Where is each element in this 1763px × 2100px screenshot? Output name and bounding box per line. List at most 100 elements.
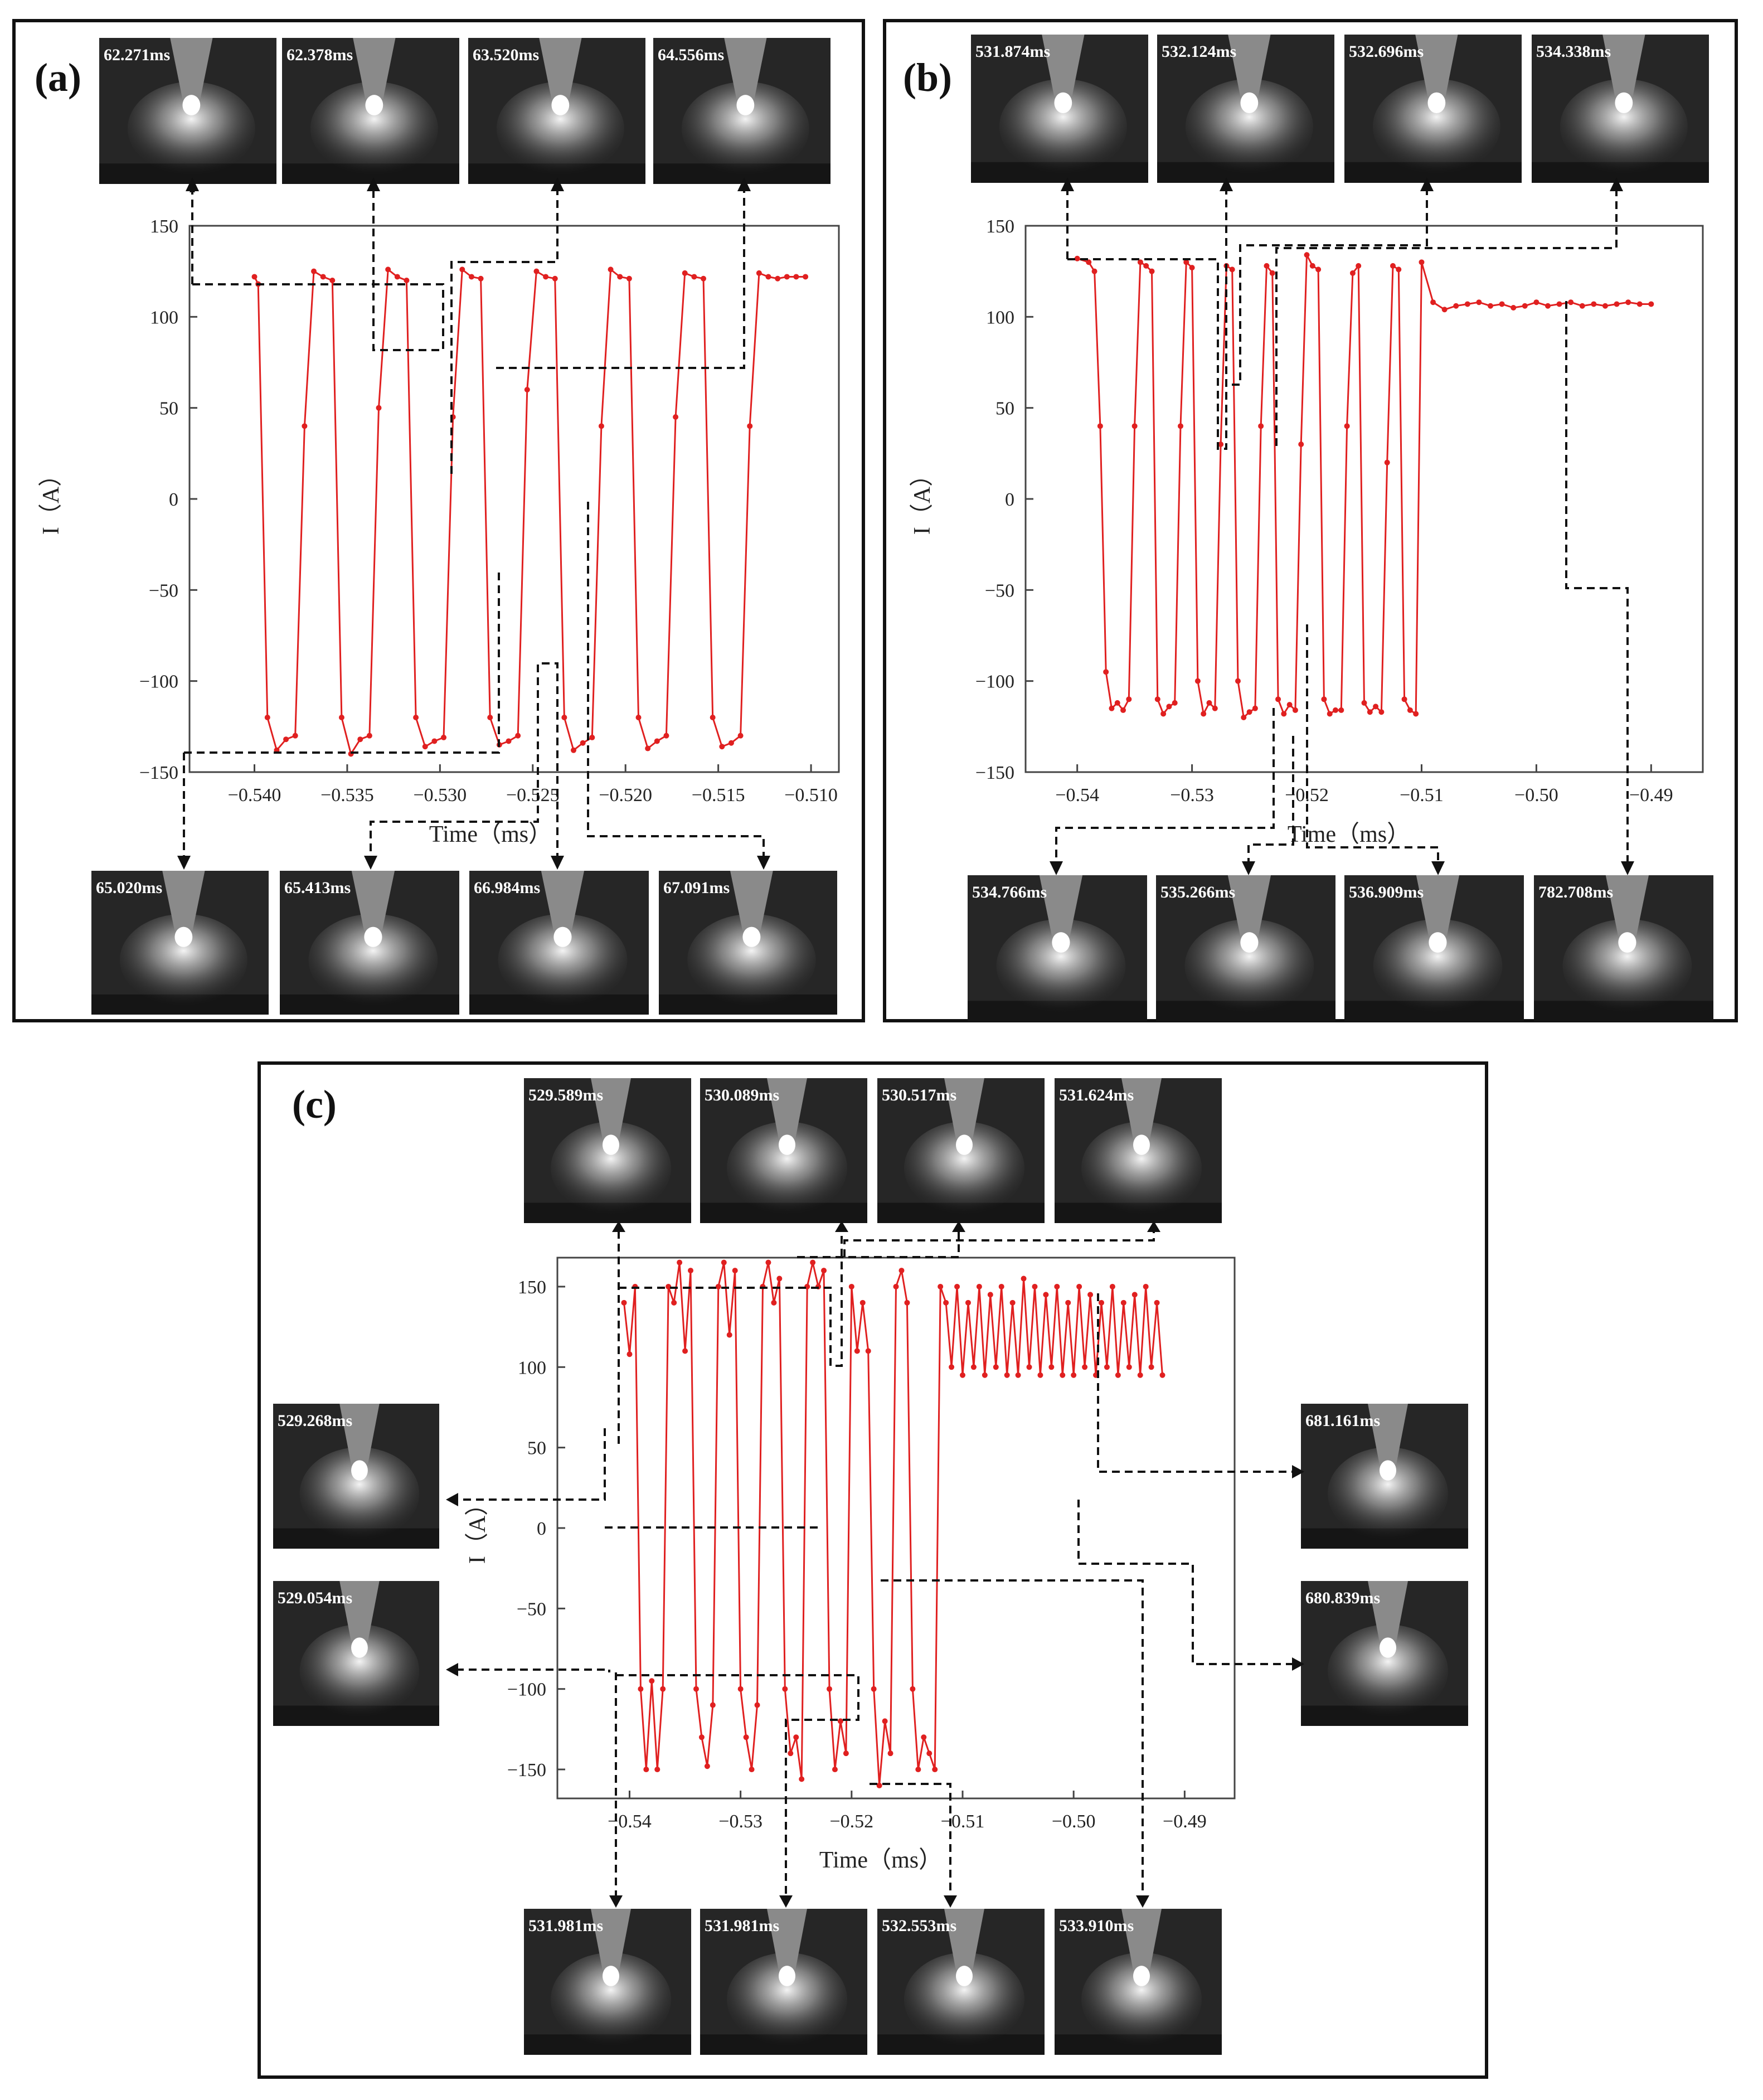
- frame-b-top-3: 532.696ms: [1344, 35, 1522, 183]
- data-point: [915, 1767, 921, 1773]
- data-point: [926, 1750, 933, 1757]
- frame-time: 534.338ms: [1536, 42, 1611, 61]
- data-point: [682, 1348, 688, 1354]
- data-point: [943, 1299, 949, 1306]
- data-point: [1098, 1299, 1104, 1306]
- y-tick-label: 150: [150, 216, 178, 237]
- data-point: [704, 1763, 710, 1769]
- arc-frame-image: [968, 875, 1147, 1021]
- data-point: [1060, 1372, 1066, 1378]
- data-point: [871, 1686, 877, 1692]
- arc-frame-image: [1301, 1404, 1468, 1549]
- data-point: [1148, 1364, 1154, 1370]
- frame-time: 535.266ms: [1160, 883, 1236, 901]
- x-tick-label: −0.510: [784, 785, 838, 806]
- data-point: [726, 1332, 732, 1338]
- frame-time: 532.553ms: [882, 1917, 957, 1935]
- frame-c-top-2: 530.089ms: [700, 1078, 867, 1223]
- frame-time: 532.124ms: [1162, 42, 1237, 61]
- frame-b-bottom-2: 535.266ms: [1156, 875, 1335, 1021]
- frame-time: 532.696ms: [1349, 42, 1424, 61]
- data-point: [580, 740, 586, 746]
- data-point: [832, 1767, 838, 1773]
- arc-frame-image: [700, 1078, 867, 1223]
- frame-c-bottom-1: 531.981ms: [524, 1909, 691, 2055]
- y-tick-label: 100: [150, 307, 178, 328]
- frame-a-top-1: 62.271ms: [99, 38, 276, 184]
- data-point: [998, 1283, 1004, 1289]
- frame-time: 681.161ms: [1305, 1412, 1381, 1430]
- data-point: [677, 1259, 683, 1265]
- data-point: [893, 1283, 899, 1289]
- data-point: [815, 1283, 822, 1289]
- data-point: [760, 1283, 766, 1289]
- y-tick-label: −150: [975, 763, 1014, 783]
- frame-time: 531.624ms: [1059, 1086, 1134, 1104]
- data-point: [1258, 423, 1264, 429]
- arc-frame-image: [468, 38, 645, 184]
- y-tick-label: −100: [139, 672, 178, 692]
- y-tick-label: 100: [986, 307, 1014, 328]
- arc-frame-image: [469, 871, 649, 1015]
- y-tick-label: −100: [975, 672, 1014, 692]
- data-point: [1065, 1299, 1071, 1306]
- panel-label-c: (c): [292, 1082, 337, 1127]
- data-point: [848, 1283, 854, 1289]
- data-point: [1194, 678, 1201, 684]
- y-tick-label: 50: [995, 399, 1014, 419]
- data-point: [1043, 1292, 1049, 1298]
- frame-time: 529.054ms: [278, 1589, 353, 1607]
- data-point: [1235, 678, 1241, 684]
- arc-frame-image: [1344, 35, 1522, 183]
- y-tick-label: −50: [149, 580, 178, 601]
- frame-time: 65.413ms: [284, 879, 351, 897]
- arc-frame-image: [700, 1909, 867, 2055]
- data-point: [693, 1686, 699, 1692]
- x-tick-label: −0.540: [228, 785, 281, 806]
- data-point: [784, 274, 790, 280]
- data-point: [965, 1299, 971, 1306]
- frame-time: 67.091ms: [663, 879, 730, 897]
- data-point: [1037, 1372, 1043, 1378]
- data-point: [960, 1372, 966, 1378]
- y-tick-label: 150: [518, 1277, 546, 1298]
- y-tick-label: 100: [518, 1357, 546, 1378]
- data-point: [1166, 704, 1172, 710]
- data-point: [698, 1734, 705, 1740]
- frame-time: 536.909ms: [1349, 883, 1424, 901]
- data-point: [376, 405, 382, 411]
- x-tick-label: −0.53: [718, 1811, 762, 1832]
- data-point: [804, 1283, 810, 1289]
- x-axis-label: Time（ms）: [819, 1847, 942, 1873]
- data-point: [949, 1364, 955, 1370]
- data-point: [810, 1259, 816, 1265]
- frame-time: 65.020ms: [96, 879, 163, 897]
- data-point: [765, 274, 771, 280]
- y-axis-label: I（A）: [465, 1492, 490, 1564]
- frame-time: 62.271ms: [104, 46, 171, 64]
- data-point: [1048, 1364, 1055, 1370]
- data-point: [571, 747, 577, 753]
- data-point: [1384, 459, 1390, 465]
- data-point: [1103, 669, 1109, 675]
- frame-time: 529.589ms: [528, 1086, 604, 1104]
- frame-c-top-3: 530.517ms: [877, 1078, 1045, 1223]
- data-point: [899, 1268, 905, 1274]
- frame-time: 530.089ms: [705, 1086, 780, 1104]
- frame-a-top-3: 63.520ms: [468, 38, 645, 184]
- frame-time: 530.517ms: [882, 1086, 957, 1104]
- y-tick-label: −150: [507, 1760, 546, 1781]
- frame-time: 63.520ms: [473, 46, 540, 64]
- frame-time: 64.556ms: [658, 46, 725, 64]
- data-point: [954, 1283, 960, 1289]
- frame-c-right-2: 680.839ms: [1301, 1581, 1468, 1726]
- data-point: [788, 1750, 794, 1757]
- y-axis-label: I（A）: [910, 463, 935, 535]
- x-tick-label: −0.52: [829, 1811, 873, 1832]
- frame-b-bottom-1: 534.766ms: [968, 875, 1147, 1021]
- arc-frame-image: [1344, 875, 1524, 1021]
- arc-frame-image: [877, 1078, 1045, 1223]
- arc-frame-image: [524, 1078, 691, 1223]
- data-point: [938, 1283, 944, 1289]
- data-point: [865, 1348, 871, 1354]
